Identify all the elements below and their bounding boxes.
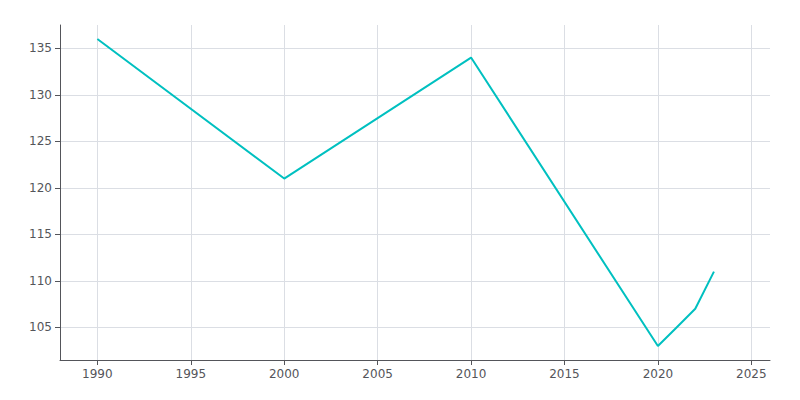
svg-text:130: 130 [29, 88, 52, 102]
svg-text:135: 135 [29, 41, 52, 55]
svg-text:2005: 2005 [362, 367, 393, 381]
svg-text:2025: 2025 [736, 367, 767, 381]
svg-text:2010: 2010 [456, 367, 487, 381]
svg-text:2020: 2020 [643, 367, 674, 381]
svg-text:115: 115 [29, 227, 52, 241]
svg-text:120: 120 [29, 181, 52, 195]
svg-text:2015: 2015 [549, 367, 580, 381]
svg-text:105: 105 [29, 320, 52, 334]
svg-text:125: 125 [29, 134, 52, 148]
svg-text:2000: 2000 [269, 367, 300, 381]
svg-text:1990: 1990 [82, 367, 113, 381]
svg-text:1995: 1995 [176, 367, 207, 381]
svg-text:110: 110 [29, 274, 52, 288]
